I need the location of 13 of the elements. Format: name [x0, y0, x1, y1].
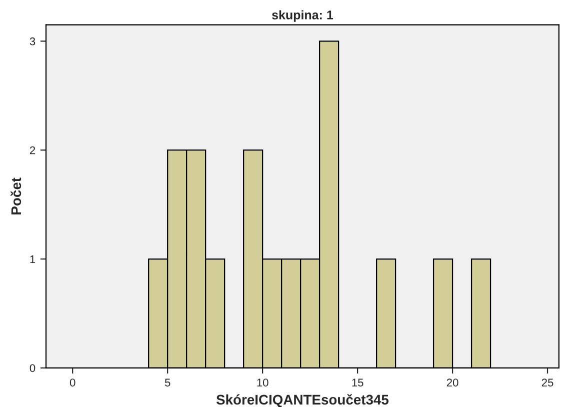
y-tick-label: 0 [30, 364, 36, 372]
y-tick-label: 3 [30, 37, 36, 46]
chart-title: skupina: 1 [272, 10, 334, 22]
x-tick-label: 20 [446, 378, 458, 387]
x-tick-label: 5 [164, 378, 170, 387]
x-tick-label: 10 [257, 378, 268, 387]
y-axis-title: Počet [10, 178, 22, 214]
x-tick-label: 0 [70, 378, 76, 387]
y-tick-label: 1 [30, 255, 36, 264]
y-tick-label: 2 [30, 146, 36, 154]
x-axis-title: SkóreICIQANTEsoučet345 [216, 394, 389, 407]
x-tick-label: 15 [352, 378, 364, 387]
x-tick-label: 25 [542, 378, 554, 387]
